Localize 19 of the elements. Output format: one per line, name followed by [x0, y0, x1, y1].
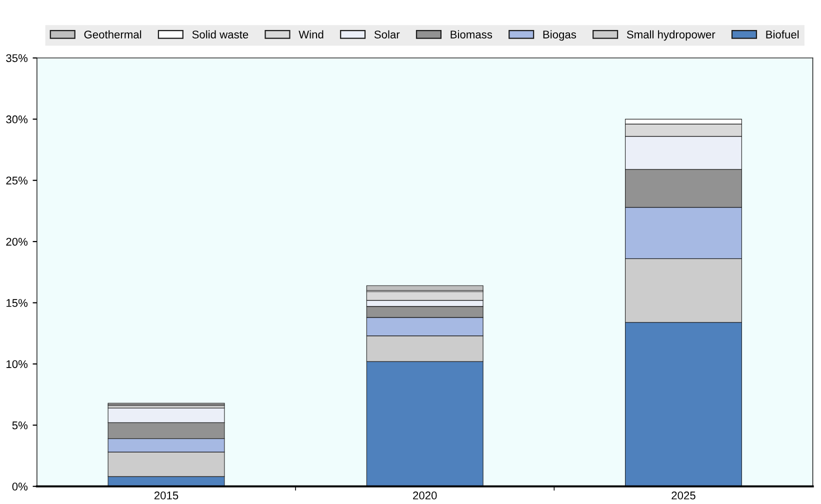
y-tick-label: 25%: [6, 176, 28, 184]
x-tick-label: 2025: [672, 492, 696, 500]
legend-label: Solid waste: [192, 30, 248, 38]
legend-label: Geothermal: [84, 30, 142, 38]
y-tick-label: 35%: [6, 54, 28, 62]
y-tick-label: 30%: [6, 115, 28, 124]
y-tick-label: 0%: [12, 482, 28, 490]
y-tick-label: 10%: [6, 360, 28, 368]
y-tick-label: 20%: [6, 238, 28, 246]
y-tick-label: 5%: [12, 421, 28, 430]
legend-label: Solar: [374, 30, 400, 38]
legend-label: Biogas: [543, 30, 576, 41]
legend-label: Biofuel: [766, 30, 799, 38]
y-tick-label: 15%: [6, 299, 28, 307]
x-tick-label: 2020: [413, 492, 437, 500]
legend-label: Small hydropower: [626, 30, 716, 41]
x-tick-label: 2015: [154, 492, 178, 500]
legend-label: Wind: [298, 30, 324, 38]
legend-label: Biomass: [450, 30, 492, 38]
